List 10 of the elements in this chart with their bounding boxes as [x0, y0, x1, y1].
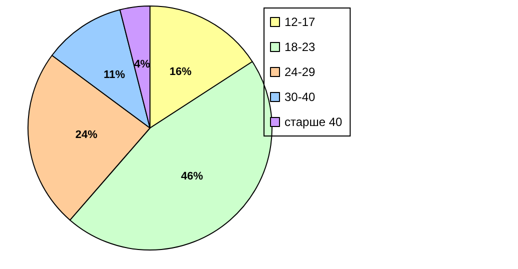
data-label: 24% [75, 128, 98, 141]
data-label: 46% [180, 170, 204, 182]
legend-label: 18-23 [284, 40, 316, 54]
data-label: 11% [104, 68, 126, 81]
data-label: 16% [170, 66, 192, 78]
legend-label: 30-40 [284, 90, 316, 104]
legend-label: старше 40 [284, 115, 343, 129]
legend-label: 12-17 [284, 15, 316, 29]
legend-label: 24-29 [284, 65, 316, 79]
data-label: 4% [134, 58, 150, 70]
